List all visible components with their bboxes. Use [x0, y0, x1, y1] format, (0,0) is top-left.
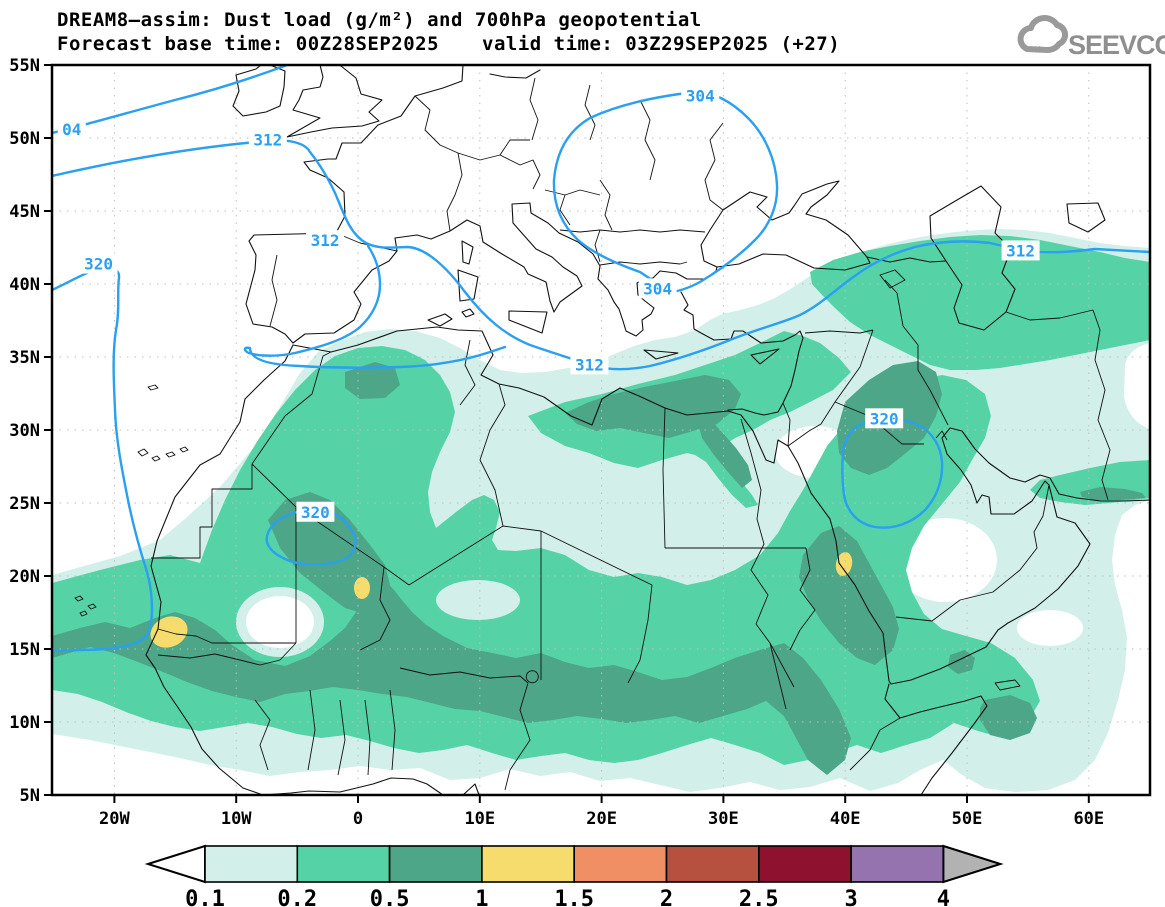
- lat-tick-label: 15N: [9, 640, 40, 660]
- logo-text: SEEVCCC: [1068, 30, 1165, 60]
- lat-tick-label: 40N: [9, 275, 40, 295]
- lat-tick-label: 5N: [20, 786, 40, 806]
- lon-tick-label: 10E: [464, 809, 495, 829]
- weather-map-figure: DREAM8–assim: Dust load (g/m²) and 700hP…: [0, 0, 1165, 907]
- colorbar-segment: [667, 846, 759, 882]
- colorbar-level-label: 2.5: [739, 887, 779, 907]
- contour-label: 320: [84, 255, 113, 274]
- colorbar-level-label: 0.5: [370, 887, 410, 907]
- dust-load-colorbar: 0.1 0.2 0.5 1 1.5 2 2.5 3 4: [148, 846, 1000, 907]
- colorbar-under-arrow: [148, 846, 205, 882]
- contour-label: 04: [62, 120, 81, 139]
- lat-tick-label: 25N: [9, 494, 40, 514]
- figure-header: DREAM8–assim: Dust load (g/m²) and 700hP…: [57, 9, 1165, 60]
- contour-label: 304: [643, 279, 672, 298]
- colorbar-segment: [390, 846, 482, 882]
- cloud-arrows-glyph: »: [1034, 39, 1044, 58]
- contour-label: 320: [301, 503, 330, 522]
- dust-maximum-mali: [354, 577, 370, 599]
- colorbar-level-label: 2: [660, 887, 673, 907]
- lon-tick-label: 20E: [586, 809, 617, 829]
- colorbar-segment: [205, 846, 297, 882]
- lat-tick-label: 10N: [9, 713, 40, 733]
- contour-label: 312: [253, 130, 282, 149]
- lon-tick-label: 50E: [952, 809, 983, 829]
- lon-tick-label: 40E: [830, 809, 861, 829]
- contour-label: 320: [870, 409, 899, 428]
- colorbar-over-arrow: [943, 846, 1000, 882]
- lat-tick-label: 20N: [9, 567, 40, 587]
- contour-label: 312: [311, 231, 340, 250]
- lat-tick-label: 50N: [9, 129, 40, 149]
- lat-tick-label: 35N: [9, 348, 40, 368]
- valid-time: valid time: 03Z29SEP2025 (+27): [482, 33, 840, 55]
- colorbar-level-label: 4: [937, 887, 950, 907]
- forecast-base-time: Forecast base time: 00Z28SEP2025: [57, 33, 439, 55]
- seevccc-logo: » SEEVCCC: [1021, 18, 1165, 60]
- colorbar-segment: [482, 846, 574, 882]
- lon-tick-label: 20W: [99, 809, 130, 829]
- lon-tick-label: 0: [353, 809, 363, 829]
- colorbar-level-label: 0.1: [185, 887, 225, 907]
- colorbar-level-label: 0.2: [277, 887, 317, 907]
- lat-tick-label: 55N: [9, 56, 40, 76]
- lat-tick-label: 45N: [9, 202, 40, 222]
- colorbar-segment: [759, 846, 851, 882]
- colorbar-segment: [574, 846, 666, 882]
- colorbar-level-label: 1.5: [554, 887, 594, 907]
- lat-tick-label: 30N: [9, 421, 40, 441]
- latitude-axis: 55N 50N 45N 40N 35N 30N 25N 20N 15N 10N 5N: [9, 56, 52, 806]
- colorbar-level-label: 1: [475, 887, 488, 907]
- colorbar-level-label: 3: [844, 887, 857, 907]
- lon-tick-label: 10W: [221, 809, 252, 829]
- contour-label: 304: [686, 87, 715, 106]
- chart-title: DREAM8–assim: Dust load (g/m²) and 700hP…: [57, 9, 702, 31]
- contour-label: 312: [1006, 241, 1035, 260]
- longitude-axis: 20W 10W 0 10E 20E 30E 40E 50E 60E: [99, 795, 1104, 829]
- lon-tick-label: 30E: [708, 809, 739, 829]
- contour-label: 312: [575, 355, 604, 374]
- colorbar-segment: [297, 846, 389, 882]
- lon-tick-label: 60E: [1073, 809, 1104, 829]
- colorbar-segment: [851, 846, 943, 882]
